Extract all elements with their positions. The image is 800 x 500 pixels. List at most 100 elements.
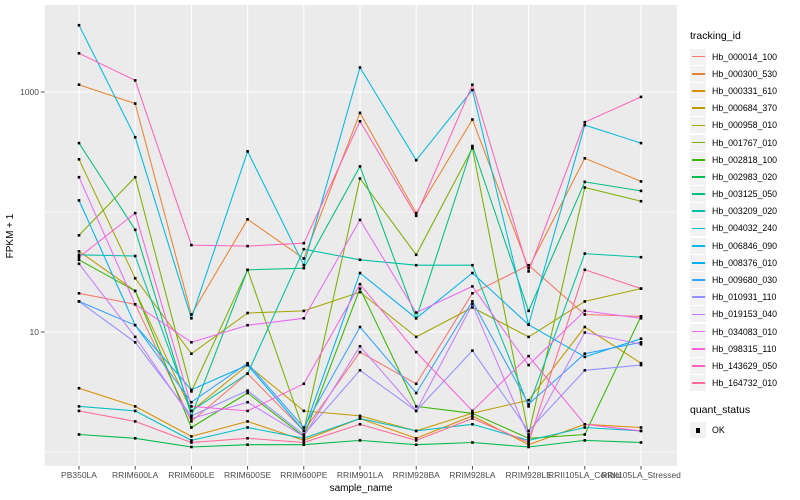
data-point-marker xyxy=(527,443,530,446)
x-tick-label: PB350LA xyxy=(61,470,97,480)
data-point-marker xyxy=(639,429,643,433)
data-point-marker xyxy=(190,352,193,355)
data-point-marker xyxy=(583,180,587,184)
data-point-marker xyxy=(414,443,418,446)
data-point-marker xyxy=(358,218,362,222)
data-point-marker xyxy=(414,439,418,442)
legend-line-swatch xyxy=(691,227,705,230)
legend-item-Hb_000014_100: Hb_000014_100 xyxy=(686,48,798,65)
legend-line-swatch xyxy=(691,72,705,75)
data-point-marker xyxy=(583,439,587,442)
data-point-marker xyxy=(527,441,530,444)
legend-key xyxy=(690,168,706,185)
data-point-marker xyxy=(77,433,81,436)
legend-item-Hb_000300_530: Hb_000300_530 xyxy=(686,65,798,82)
data-point-marker xyxy=(639,337,643,340)
data-point-marker xyxy=(583,325,587,329)
data-point-marker xyxy=(414,311,418,314)
data-point-marker xyxy=(414,391,418,395)
data-point-marker xyxy=(133,102,137,105)
data-point-marker xyxy=(358,111,362,115)
data-point-marker xyxy=(639,180,643,183)
data-point-marker xyxy=(471,306,474,309)
data-point-marker xyxy=(190,341,193,344)
data-point-marker xyxy=(77,405,81,408)
data-point-marker xyxy=(583,120,587,124)
data-point-marker xyxy=(583,426,587,429)
y-tick-label: 1000 xyxy=(20,87,39,97)
data-point-marker xyxy=(302,439,306,442)
data-point-marker xyxy=(358,417,362,420)
legend-item-label: Hb_000300_530 xyxy=(712,68,778,79)
data-point-marker xyxy=(246,268,249,272)
data-point-marker xyxy=(133,289,137,293)
data-point-marker xyxy=(414,263,418,267)
data-point-marker xyxy=(527,263,530,267)
data-point-marker xyxy=(77,255,81,259)
legend-key xyxy=(690,220,706,237)
legend-item-label: Hb_164732_010 xyxy=(712,378,778,389)
data-point-marker xyxy=(358,271,362,275)
legend-key xyxy=(690,237,706,254)
data-point-marker xyxy=(77,292,81,295)
legend-key xyxy=(690,100,706,117)
data-point-marker xyxy=(471,414,474,418)
data-point-marker xyxy=(246,437,249,440)
legend-item-Hb_002818_100: Hb_002818_100 xyxy=(686,151,798,168)
legend-key xyxy=(690,323,706,340)
data-point-marker xyxy=(471,285,474,288)
legend-item-Hb_010931_110: Hb_010931_110 xyxy=(686,289,798,306)
legend-item-Hb_000684_370: Hb_000684_370 xyxy=(686,100,798,117)
x-tick-label: RRIM928BA xyxy=(393,470,441,480)
legend-item-label: Hb_000331_610 xyxy=(712,85,778,96)
legend-line-swatch xyxy=(691,124,705,127)
legend-item-Hb_003125_050: Hb_003125_050 xyxy=(686,186,798,203)
legend-item-Hb_098315_110: Hb_098315_110 xyxy=(686,340,798,357)
data-point-marker xyxy=(190,417,193,420)
legend-line-swatch xyxy=(691,55,705,58)
data-point-marker xyxy=(246,244,249,248)
data-point-marker xyxy=(302,433,306,436)
data-point-marker xyxy=(471,292,474,295)
data-point-marker xyxy=(414,409,418,413)
data-point-marker xyxy=(471,144,474,148)
data-point-marker xyxy=(527,354,530,358)
legend-item-label: Hb_098315_110 xyxy=(712,343,777,354)
data-point-marker xyxy=(190,243,193,247)
data-point-marker xyxy=(583,268,587,272)
data-point-marker xyxy=(471,83,474,86)
legend-item-label: Hb_000014_100 xyxy=(712,51,778,62)
data-point-marker xyxy=(302,426,306,429)
data-point-marker xyxy=(414,429,418,433)
legend-item-label: Hb_034083_010 xyxy=(712,326,778,337)
legend-item-Hb_009680_030: Hb_009680_030 xyxy=(686,271,798,289)
data-point-marker xyxy=(302,382,306,386)
data-point-marker xyxy=(246,361,249,365)
data-point-marker xyxy=(527,270,530,273)
data-point-marker xyxy=(133,420,137,423)
data-point-marker xyxy=(302,409,306,413)
data-point-marker xyxy=(414,214,418,218)
data-point-marker xyxy=(190,426,193,429)
data-point-marker xyxy=(639,141,643,145)
data-point-marker xyxy=(527,435,530,438)
data-point-marker xyxy=(190,405,193,408)
data-point-marker xyxy=(471,409,474,413)
data-point-marker xyxy=(246,363,249,367)
data-point-marker xyxy=(77,175,81,179)
data-point-marker xyxy=(77,83,81,86)
legend-key xyxy=(690,340,706,357)
data-point-marker xyxy=(583,352,587,355)
legend-item-Hb_164732_010: Hb_164732_010 xyxy=(686,375,798,392)
data-point-marker xyxy=(527,429,530,433)
data-point-marker xyxy=(190,388,193,392)
data-point-marker xyxy=(302,317,306,320)
data-point-marker xyxy=(358,439,362,442)
data-point-marker xyxy=(527,266,530,270)
legend-line-swatch xyxy=(691,296,705,299)
legend-item-Hb_008376_010: Hb_008376_010 xyxy=(686,254,798,271)
data-point-marker xyxy=(77,158,81,161)
data-point-marker xyxy=(527,323,530,326)
x-axis-title: sample_name xyxy=(330,483,393,494)
data-point-marker xyxy=(358,345,362,348)
